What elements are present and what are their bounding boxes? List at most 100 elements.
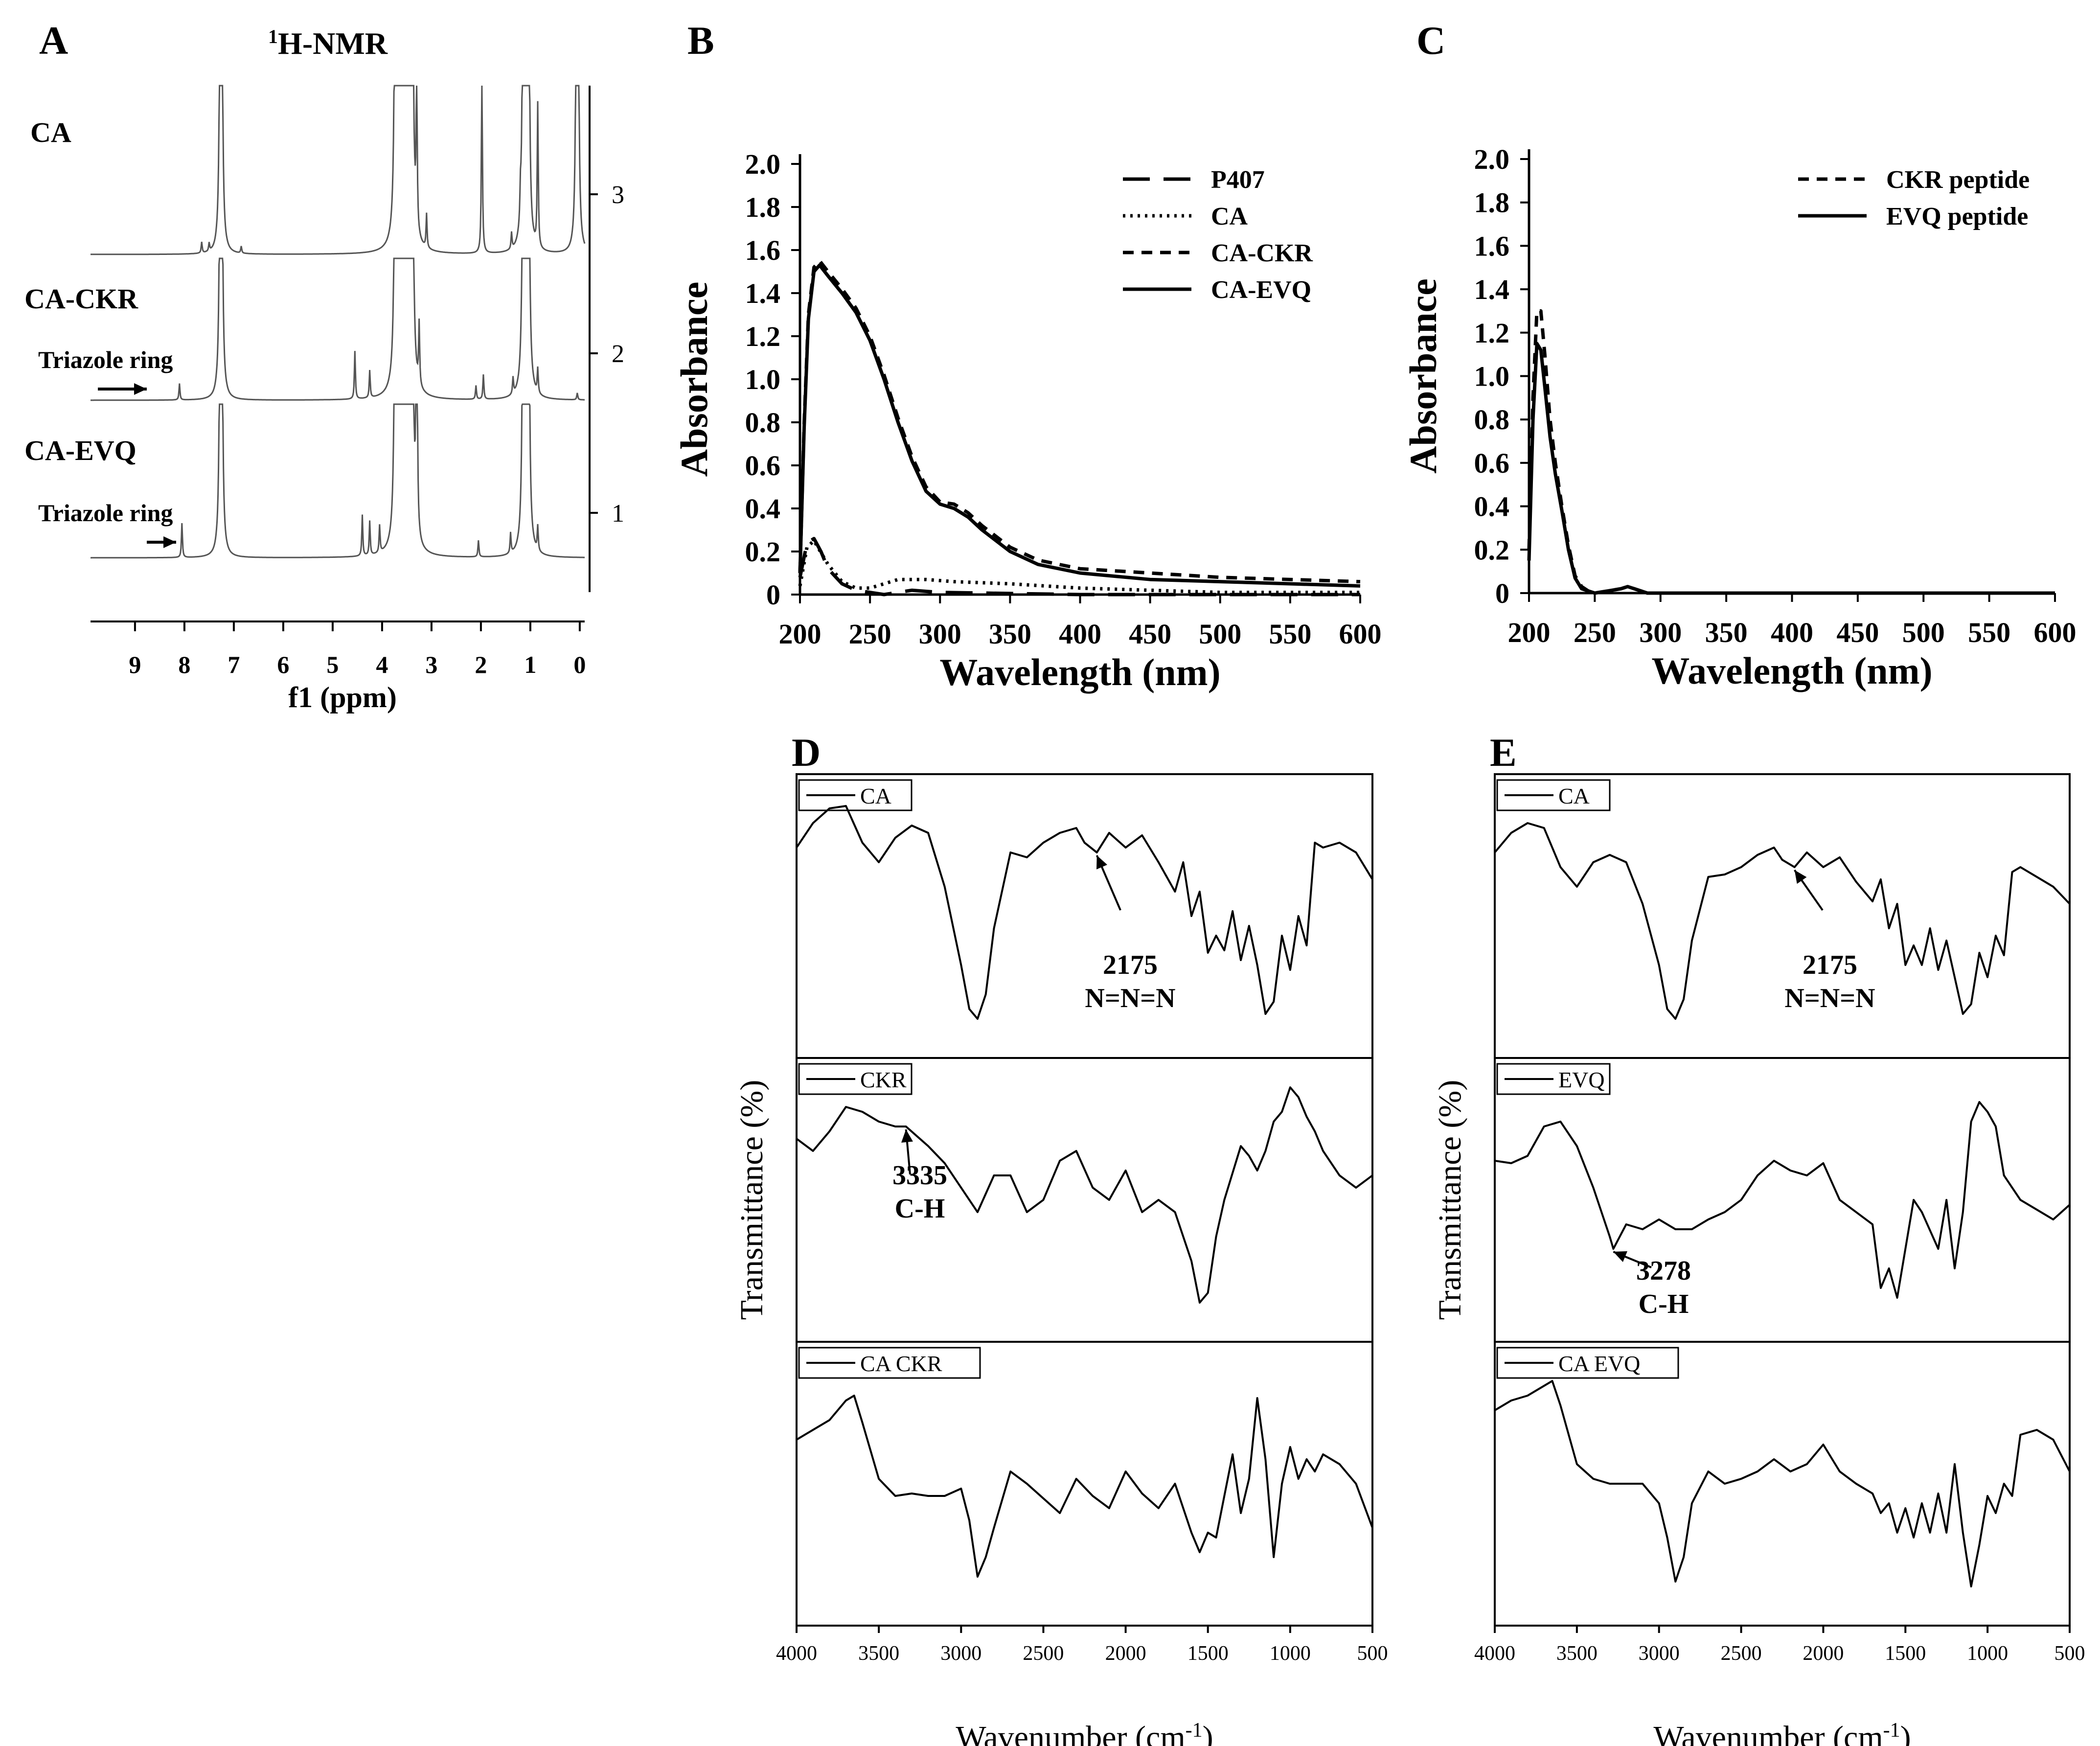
b-legend-label: P407 [1211,166,1265,194]
c-y-tick-label: 1.8 [1474,187,1510,219]
c-x-tick-label: 200 [1508,617,1551,648]
e-spectrum-ca-evq [1494,1380,2071,1587]
d-subplot-legend-label: CKR [860,1067,907,1092]
e-annotation-group: C-H [1639,1289,1689,1319]
e-spectrum-ca [1494,822,2071,1020]
d-annotation-arrow-head [901,1129,913,1143]
panel-b: B 0 0.2 0.4 0.6 0.8 1.0 1.2 1.4 1.6 1.8 2.0 200 250 30… [673,18,1382,693]
d-annotation-arrow [1096,855,1121,911]
d-x-tick-label: 1500 [1187,1642,1229,1665]
c-x-tick-label: 400 [1771,617,1813,648]
e-x-tick-label: 3000 [1639,1642,1680,1665]
b-y-tick-label: 1.2 [745,321,781,352]
nmr-spectrum-ca-ckr [91,257,585,401]
e-annotation-value: 2175 [1803,950,1857,980]
e-y-label: Transmittance (%) [1432,1080,1468,1320]
c-y-tick-label: 0.8 [1474,404,1510,436]
b-x-tick-label: 300 [919,618,961,650]
d-x-tick-label: 2000 [1105,1642,1146,1665]
b-y-tick-label: 0.8 [745,407,781,438]
d-y-label: Transmittance (%) [734,1080,770,1320]
e-x-tick-label: 2500 [1721,1642,1762,1665]
c-y-label: Absorbance [1402,278,1444,474]
nmr-y-tick-label: 2 [612,340,624,368]
c-y-tick-label: 1.4 [1474,274,1510,305]
c-x-tick-label: 450 [1836,617,1879,648]
c-legend-label: EVQ peptide [1886,203,2028,230]
b-series-ca-ckr [798,259,1361,584]
d-annotation-value: 2175 [1103,950,1158,980]
d-spectrum-ca-ckr [796,1395,1373,1578]
triazole-arrow-2-head [163,536,176,548]
b-x-tick-label: 550 [1269,618,1311,650]
e-annotation-arrow-head [1613,1251,1627,1263]
nmr-label-ca-ckr: CA-CKR [24,283,138,315]
c-x-tick-label: 300 [1639,617,1682,648]
e-subplot-legend-label: EVQ [1558,1067,1605,1092]
b-x-label: Wavelength (nm) [939,651,1220,693]
d-x-label: Wavenumber (cm-1) [956,1719,1213,1746]
nmr-annotation-triazole-2: Triazole ring [38,499,173,527]
panel-label-a: A [39,18,68,63]
d-annotation-group: C-H [895,1194,945,1224]
e-annotation-arrow [1794,869,1824,911]
c-series-ckr-peptide [1527,309,2055,595]
b-y-tick-label: 0.4 [745,493,781,525]
nmr-x-tick-label: 6 [277,651,289,678]
d-x-tick-label: 1000 [1270,1642,1311,1665]
nmr-y-tick-label: 1 [612,500,624,528]
e-x-tick-label: 500 [2054,1642,2085,1665]
c-y-tick-label: 0 [1495,577,1509,609]
c-x-tick-label: 550 [1968,617,2010,648]
c-y-tick-label: 0.2 [1474,534,1510,566]
b-x-tick-label: 600 [1339,618,1382,650]
d-x-tick-label: 4000 [776,1642,817,1665]
e-spectrum-evq [1494,1101,2071,1299]
nmr-x-tick-label: 7 [228,651,240,678]
c-y-tick-label: 1.6 [1474,230,1510,262]
c-x-tick-label: 600 [2034,617,2077,648]
nmr-x-label: f1 (ppm) [288,681,397,713]
c-x-label: Wavelength (nm) [1651,649,1932,692]
b-y-tick-label: 1.4 [745,277,781,309]
c-y-tick-label: 1.2 [1474,317,1510,349]
nmr-x-tick-label: 8 [178,651,190,678]
d-x-tick-label: 3500 [858,1642,899,1665]
b-y-tick-label: 0.6 [745,450,781,482]
d-annotation-arrow [901,1129,913,1175]
d-annotation-group: N=N=N [1085,983,1175,1013]
c-x-tick-label: 250 [1574,617,1616,648]
c-y-tick-label: 1.0 [1474,361,1510,392]
e-plot-frame [1494,773,2071,1627]
b-y-tick-label: 0 [766,579,780,611]
b-x-tick-label: 450 [1129,618,1171,650]
e-x-tick-label: 4000 [1474,1642,1515,1665]
b-series-p407 [798,537,1360,597]
b-x-tick-label: 200 [779,618,822,650]
nmr-x-tick-label: 1 [524,651,536,678]
c-x-tick-label: 350 [1705,617,1748,648]
c-x-tick-label: 500 [1902,617,1945,648]
b-legend-label: CA-CKR [1211,239,1313,267]
b-series-ca-evq [798,263,1361,588]
panel-c: C 0 0.2 0.4 0.6 0.8 1.0 1.2 1.4 1.6 1.8 2.0 200 250 30… [1402,18,2077,692]
b-y-tick-label: 1.8 [745,191,781,223]
d-x-tick-label: 500 [1357,1642,1388,1665]
nmr-label-ca: CA [30,116,71,148]
e-x-tick-label: 1000 [1967,1642,2008,1665]
nmr-annotation-triazole-1: Triazole ring [38,346,173,373]
d-subplot-legend-label: CA CKR [860,1351,942,1376]
panel-label-b: B [687,18,714,63]
nmr-y-tick-label: 3 [612,181,624,209]
e-subplot-legend-label: CA EVQ [1558,1351,1640,1376]
e-x-tick-label: 2000 [1803,1642,1844,1665]
nmr-x-tick-label: 2 [475,651,487,678]
c-legend-label: CKR peptide [1886,166,2030,194]
triazole-arrow-1-head [134,383,147,395]
d-x-tick-label: 3000 [940,1642,982,1665]
b-legend-label: CA [1211,203,1248,230]
nmr-x-tick-label: 4 [376,651,388,678]
panel-a: A 1H-NMR 1 2 3 9 8 7 6 5 4 3 2 1 0 f1 (ppm) CA CA-CKR CA-E… [24,18,624,713]
